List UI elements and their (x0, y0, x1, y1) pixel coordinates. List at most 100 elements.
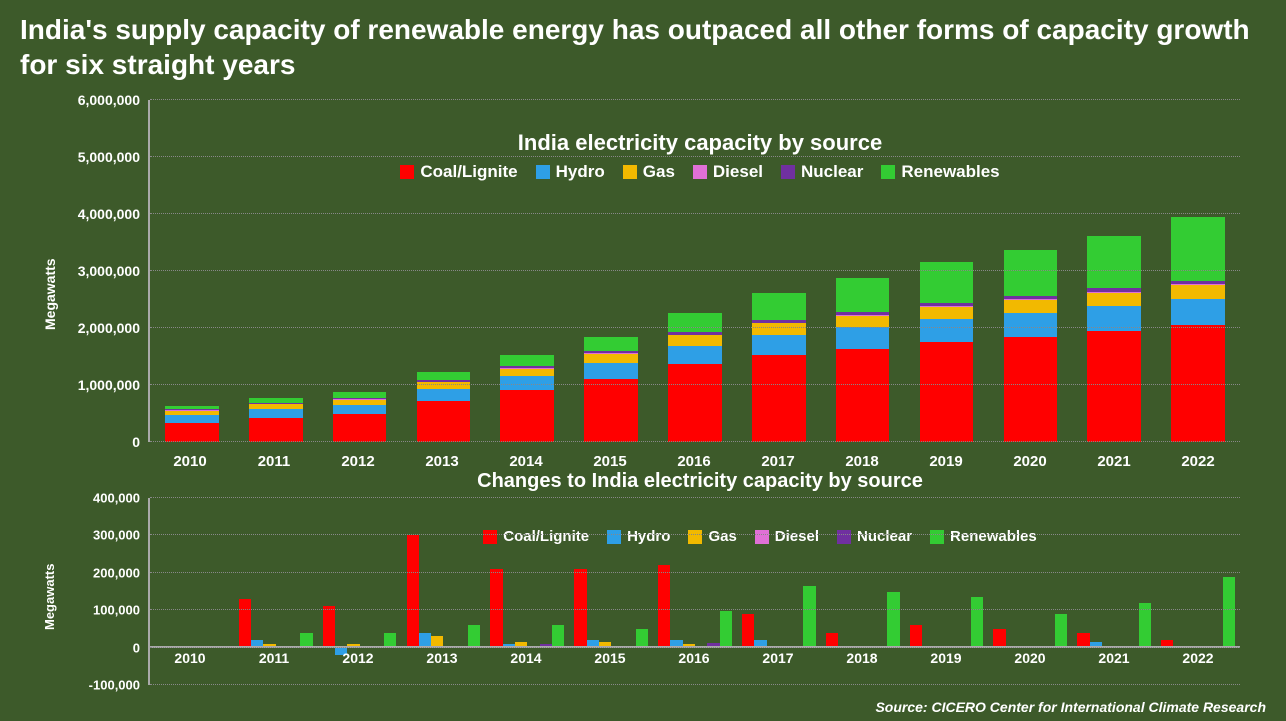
chart2-bar-renewables (803, 586, 815, 648)
chart1-seg-hydro (333, 405, 387, 414)
chart1-gridline (150, 99, 1240, 100)
chart1-seg-hydro (920, 319, 974, 342)
chart1-seg-gas (1171, 285, 1225, 299)
chart1-xlabel: 2020 (988, 453, 1072, 470)
chart2-yticks: -100,0000100,000200,000300,000400,000 (40, 498, 140, 685)
chart2-xlabel: 2012 (316, 650, 400, 666)
chart1-seg-hydro (584, 363, 638, 379)
chart1-seg-gas (500, 369, 554, 377)
chart1-ytick: 5,000,000 (78, 149, 140, 165)
chart1-bar-2015 (569, 100, 653, 442)
chart1-seg-coal (249, 418, 303, 442)
chart1-gridline (150, 327, 1240, 328)
chart2-bar-coal (910, 625, 922, 647)
chart1-bars (150, 100, 1240, 442)
chart1-xlabel: 2021 (1072, 453, 1156, 470)
chart2-xlabel: 2017 (736, 650, 820, 666)
chart1-seg-gas (1087, 293, 1141, 306)
chart1-ytick: 0 (132, 434, 140, 450)
chart1-seg-renewables (920, 262, 974, 302)
chart1-seg-coal (165, 423, 219, 442)
chart1-seg-hydro (1171, 299, 1225, 325)
chart2-bar-coal (407, 535, 419, 647)
chart-changes: Changes to India electricity capacity by… (40, 470, 1260, 695)
chart1-seg-gas (668, 335, 722, 345)
chart1-seg-renewables (584, 337, 638, 351)
chart2-gridline (150, 684, 1240, 685)
chart1-gridline (150, 156, 1240, 157)
chart1-bar-2018 (821, 100, 905, 442)
chart2-xlabel: 2015 (568, 650, 652, 666)
chart1-bar-2017 (737, 100, 821, 442)
chart1-seg-coal (500, 390, 554, 442)
chart1-xlabel: 2014 (484, 453, 568, 470)
chart1-seg-hydro (752, 335, 806, 355)
chart1-seg-coal (920, 342, 974, 442)
chart1-plot (148, 100, 1240, 442)
chart2-xlabel: 2022 (1156, 650, 1240, 666)
chart1-xlabel: 2016 (652, 453, 736, 470)
chart2-xlabel: 2021 (1072, 650, 1156, 666)
chart1-xlabel: 2011 (232, 453, 316, 470)
chart2-bar-renewables (468, 625, 480, 647)
chart1-seg-renewables (500, 355, 554, 366)
chart1-seg-renewables (668, 313, 722, 332)
chart1-ytick: 3,000,000 (78, 263, 140, 279)
chart1-xlabel: 2015 (568, 453, 652, 470)
chart2-ytick: 400,000 (93, 491, 140, 506)
chart1-seg-renewables (752, 293, 806, 319)
chart1-xlabel: 2010 (148, 453, 232, 470)
headline: India's supply capacity of renewable ene… (0, 0, 1286, 82)
chart2-xlabel: 2011 (232, 650, 316, 666)
chart1-bar-2012 (318, 100, 402, 442)
chart1-seg-coal (668, 364, 722, 442)
chart1-seg-gas (836, 316, 890, 328)
chart1-ytick: 2,000,000 (78, 320, 140, 336)
chart2-gridline (150, 609, 1240, 610)
chart1-seg-coal (1004, 337, 1058, 442)
chart2-bar-coal (742, 614, 754, 648)
chart1-bar-2020 (988, 100, 1072, 442)
chart2-bar-coal (658, 565, 670, 647)
chart2-xlabel: 2013 (400, 650, 484, 666)
chart1-seg-hydro (836, 327, 890, 348)
chart2-bar-renewables (720, 611, 732, 647)
chart1-seg-coal (417, 401, 471, 442)
chart2-xlabel: 2010 (148, 650, 232, 666)
chart2-ytick: 200,000 (93, 565, 140, 580)
chart2-ytick: -100,000 (89, 678, 140, 693)
chart2-bar-renewables (552, 625, 564, 647)
chart1-seg-coal (836, 349, 890, 442)
chart1-bar-2010 (150, 100, 234, 442)
chart1-xlabel: 2013 (400, 453, 484, 470)
chart1-seg-hydro (249, 409, 303, 418)
chart1-bar-2011 (234, 100, 318, 442)
chart1-ytick: 6,000,000 (78, 92, 140, 108)
chart1-xlabels: 2010201120122013201420152016201720182019… (148, 453, 1240, 470)
chart1-seg-renewables (1087, 236, 1141, 289)
chart2-bar-renewables (1055, 614, 1067, 648)
chart2-gridline (150, 534, 1240, 535)
chart1-xlabel: 2018 (820, 453, 904, 470)
chart1-seg-hydro (165, 415, 219, 423)
chart1-gridline (150, 213, 1240, 214)
chart1-xlabel: 2022 (1156, 453, 1240, 470)
chart2-xlabel: 2019 (904, 650, 988, 666)
chart1-seg-gas (584, 354, 638, 363)
chart1-gridline (150, 384, 1240, 385)
chart2-bar-renewables (971, 597, 983, 647)
chart2-xlabel: 2014 (484, 650, 568, 666)
chart2-ytick: 100,000 (93, 603, 140, 618)
chart2-gridline (150, 497, 1240, 498)
chart1-bar-2014 (485, 100, 569, 442)
chart1-bar-2016 (653, 100, 737, 442)
chart1-seg-hydro (417, 389, 471, 401)
chart2-gridline (150, 647, 1240, 648)
chart1-ytick: 1,000,000 (78, 377, 140, 393)
chart-capacity: India electricity capacity by source Coa… (40, 100, 1260, 470)
chart1-xlabel: 2019 (904, 453, 988, 470)
chart1-seg-renewables (836, 278, 890, 311)
chart2-gridline (150, 572, 1240, 573)
chart2-title: Changes to India electricity capacity by… (160, 470, 1240, 493)
chart1-seg-gas (1004, 300, 1058, 313)
